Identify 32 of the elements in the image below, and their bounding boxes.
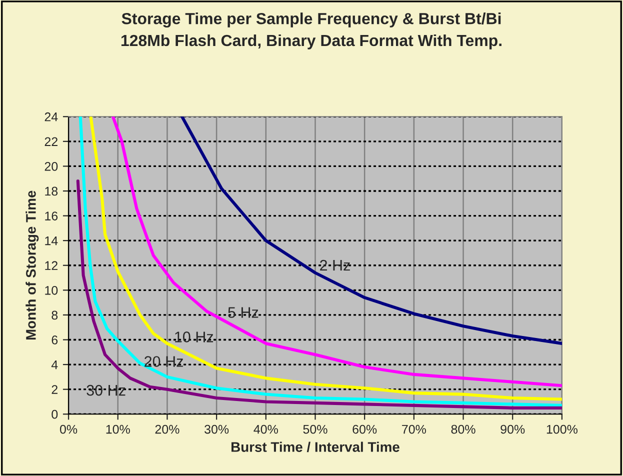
- x-tick-label: 100%: [546, 424, 578, 434]
- x-tick-label: 70%: [402, 424, 426, 434]
- series-label: 2 Hz: [320, 260, 350, 271]
- x-axis-title: Burst Time / Interval Time: [232, 442, 400, 452]
- y-tick-label: 8: [52, 310, 58, 320]
- x-tick-label: 50%: [303, 424, 328, 434]
- y-tick-label: 12: [45, 261, 58, 270]
- x-tick-label: 0%: [60, 424, 78, 434]
- chart-title: Storage Time per Sample Frequency & Burst Bt/Bi 128Mb Flash Card, Binary Data Format With Temp.: [121, 12, 502, 50]
- y-tick-label: 0: [52, 410, 58, 419]
- y-axis-title: Month of Storage Time: [26, 190, 39, 340]
- y-tick-label: 6: [52, 336, 58, 344]
- y-tick-label: 10: [45, 286, 58, 295]
- line-series: [76, 180, 562, 410]
- y-tick-label: 18: [45, 186, 58, 196]
- series-label: 20 Hz: [144, 356, 183, 367]
- y-tick-label: 16: [45, 212, 58, 220]
- series-label: 30 Hz: [86, 384, 126, 396]
- y-tick-label: 2: [52, 385, 58, 394]
- x-tick-label: 80%: [451, 424, 476, 434]
- y-tick-label: 22: [44, 137, 58, 146]
- y-tick-label: 20: [44, 162, 58, 171]
- x-tick-label: 60%: [352, 424, 377, 434]
- series-label: 10 Hz: [175, 332, 214, 342]
- x-tick-label: 10%: [106, 424, 130, 434]
- y-tick-label: 4: [51, 360, 58, 370]
- y-tick-label: 14: [45, 236, 58, 246]
- x-tick-label: 30%: [204, 424, 229, 434]
- x-tick-label: 40%: [254, 424, 278, 434]
- x-tick-label: 20%: [155, 424, 180, 434]
- y-tick-label: 24: [44, 112, 58, 122]
- x-tick-label: 90%: [500, 424, 525, 434]
